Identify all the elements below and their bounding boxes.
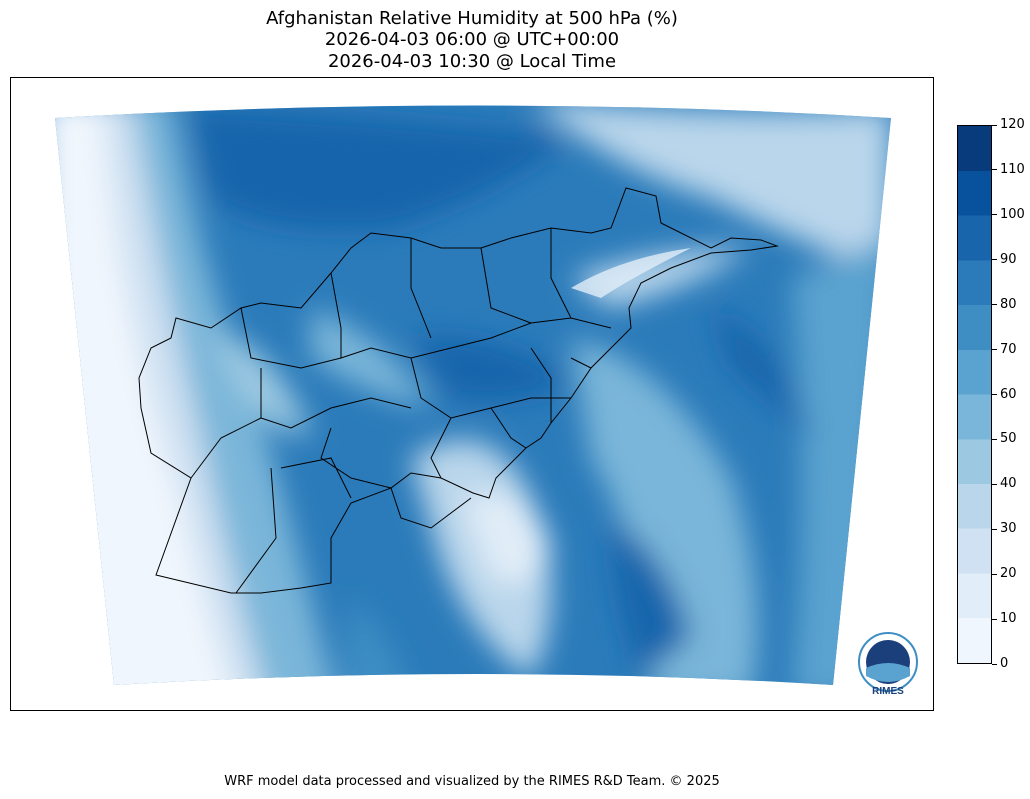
colorbar-tick [992, 304, 997, 306]
colorbar-tick-label: 30 [1000, 521, 1017, 537]
colorbar-tick-label: 100 [1000, 206, 1025, 222]
afghanistan-province-boundaries [138, 187, 779, 594]
colorbar-tick [992, 483, 997, 485]
colorbar-tick-label: 80 [1000, 296, 1017, 312]
colorbar-tick-label: 0 [1000, 656, 1009, 671]
humidity-field [55, 105, 891, 685]
colorbar-tick-label: 20 [1000, 566, 1017, 582]
footer-credit: WRF model data processed and visualized … [224, 774, 720, 789]
chart-title: Afghanistan Relative Humidity at 500 hPa… [266, 8, 678, 29]
colorbar-tick-label: 10 [1000, 611, 1017, 627]
svg-text:RIMES: RIMES [872, 686, 904, 697]
colorbar-tick [992, 349, 997, 351]
map-panel [10, 77, 934, 711]
colorbar-tick [992, 394, 997, 395]
colorbar-tick-label: 40 [1000, 476, 1017, 492]
utc-time: 2026-04-03 06:00 @ UTC+00:00 [324, 29, 620, 50]
colorbar-tick [992, 259, 997, 261]
colorbar-tick-label: 110 [1000, 161, 1025, 177]
colorbar-tick [992, 124, 997, 126]
colorbar-tick-label: 50 [1000, 431, 1017, 447]
colorbar-tick [992, 573, 997, 575]
colorbar-tick-label: 60 [1000, 386, 1017, 402]
colorbar-tick [992, 438, 997, 440]
colorbar-tick [992, 663, 997, 665]
colorbar-tick-label: 70 [1000, 341, 1017, 357]
colorbar-tick [992, 618, 997, 620]
colorbar-tick [992, 214, 997, 216]
local-time: 2026-04-03 10:30 @ Local Time [327, 51, 617, 72]
colorbar-tick-label: 90 [1000, 251, 1017, 267]
colorbar-tick [992, 169, 997, 171]
colorbar [957, 125, 992, 664]
humidity-map [55, 105, 891, 685]
colorbar-tick-label: 120 [1000, 117, 1025, 132]
rimes-logo: RIMES [855, 632, 921, 698]
colorbar-tick [992, 528, 997, 530]
